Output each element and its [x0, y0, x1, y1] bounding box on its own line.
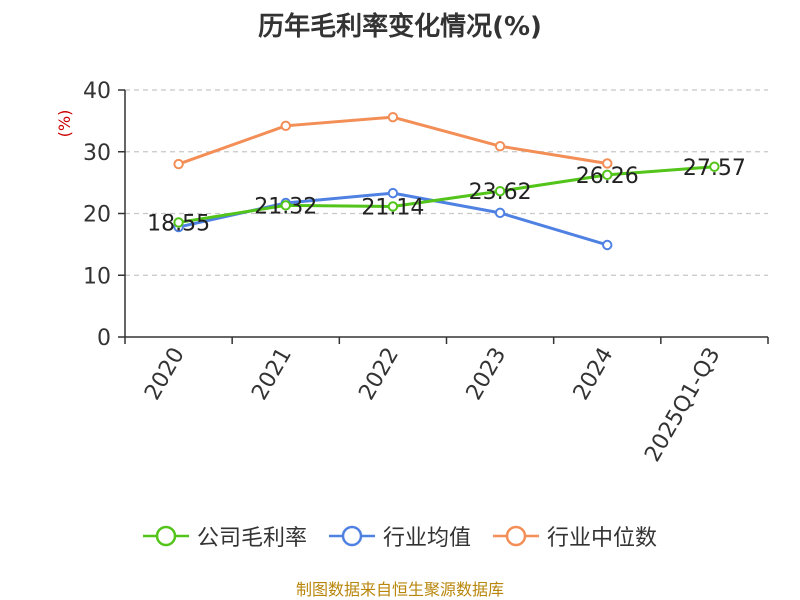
data-point: [602, 158, 613, 169]
y-tick-label: 0: [97, 326, 111, 351]
data-labels: 18.55 21.32 21.14 23.62 26.26 27.57: [147, 156, 746, 237]
data-label: 27.57: [683, 156, 746, 181]
data-point: [173, 217, 184, 228]
data-point: [173, 158, 184, 170]
data-point: [494, 207, 506, 219]
axes: 0 10 20 30 40 2020 2021 2022 2023 2024 2025Q1-Q3: [83, 79, 769, 467]
legend-marker: [155, 525, 177, 547]
legend-label: 公司毛利率: [196, 526, 307, 551]
x-tick-label: 2024: [569, 344, 619, 405]
data-point: [387, 201, 399, 212]
source-note: 制图数据来自恒生聚源数据库: [295, 580, 504, 599]
data-point: [709, 161, 720, 172]
data-label: 18.55: [147, 211, 210, 236]
series-line-2: [178, 115, 608, 166]
y-tick-label: 30: [83, 141, 111, 166]
data-point: [387, 187, 399, 199]
series-line-0: [178, 165, 715, 224]
data-point: [387, 111, 399, 123]
data-label: 26.26: [576, 164, 639, 189]
legend-label: 行业中位数: [547, 526, 658, 551]
data-point: [494, 185, 506, 197]
x-tick-label: 2020: [140, 344, 190, 405]
x-tick-label: 2021: [247, 344, 297, 405]
data-point: [602, 169, 613, 181]
data-label: 21.32: [254, 194, 317, 219]
y-tick-label: 10: [83, 264, 111, 289]
x-tick-label: 2022: [354, 344, 404, 405]
x-tick-label: 2023: [462, 344, 512, 405]
data-point: [494, 140, 506, 152]
legend-swatch: [328, 525, 375, 547]
legend-swatch: [142, 525, 189, 547]
gridlines: [125, 89, 768, 276]
legend-marker: [505, 525, 527, 547]
data-point: [280, 200, 291, 211]
data-point: [602, 239, 613, 251]
y-axis-label: (%): [55, 110, 74, 138]
x-tick-label: 2025Q1-Q3: [640, 344, 725, 467]
series-lines: [173, 111, 720, 251]
legend-item[interactable]: 公司毛利率: [142, 520, 307, 552]
legend: 公司毛利率 行业均值 行业中位数: [0, 518, 800, 554]
legend-swatch: [493, 525, 539, 547]
legend-item[interactable]: 行业中位数: [493, 520, 657, 552]
data-point: [280, 120, 291, 132]
data-label: 23.62: [469, 180, 532, 205]
y-tick-label: 40: [83, 79, 111, 104]
data-label: 21.14: [361, 195, 424, 220]
legend-label: 行业均值: [382, 526, 471, 551]
legend-item[interactable]: 行业均值: [328, 520, 471, 552]
y-tick-label: 20: [83, 203, 111, 228]
legend-marker: [341, 525, 363, 547]
chart-title: 历年毛利率变化情况(%): [258, 12, 542, 42]
